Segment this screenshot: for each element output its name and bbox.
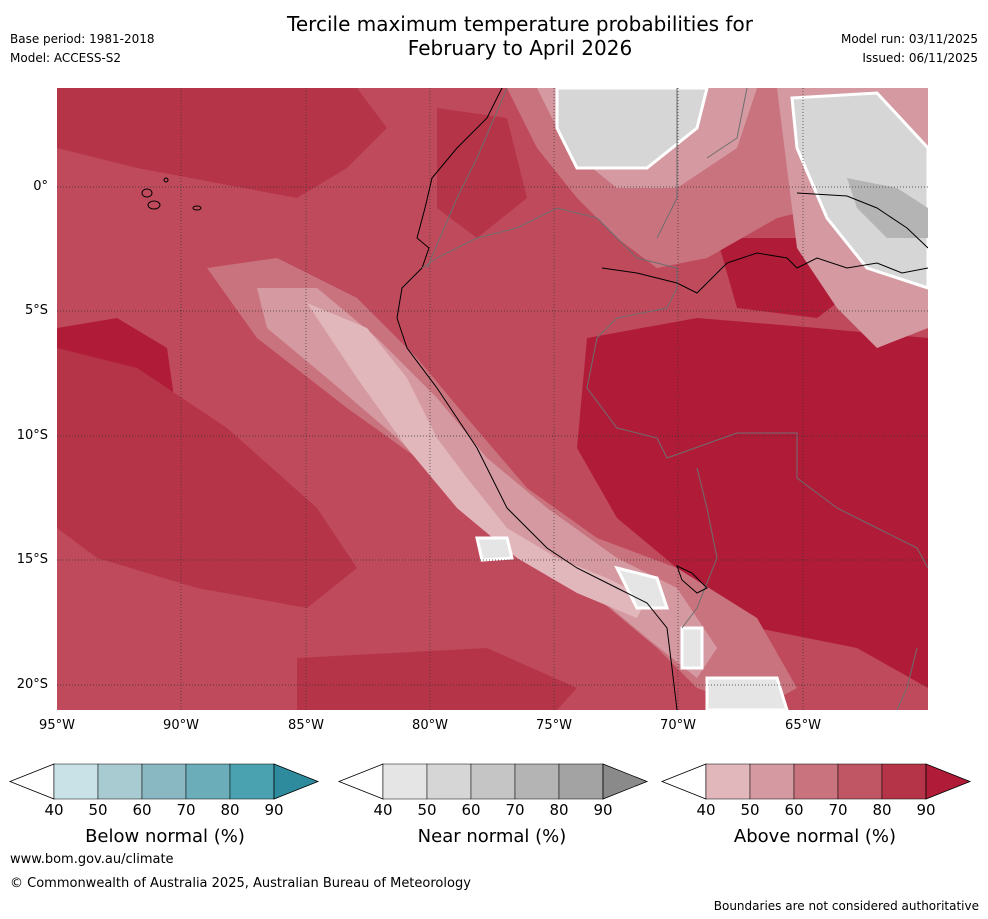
region-near-50-north bbox=[555, 88, 709, 170]
region-above-80-south bbox=[297, 648, 577, 710]
near-tick-70: 70 bbox=[505, 801, 525, 819]
above-tick-60: 60 bbox=[784, 801, 804, 819]
lon-label-65w: 65°W bbox=[785, 718, 821, 733]
title-line-2: February to April 2026 bbox=[407, 36, 633, 60]
lat-label-20s: 20°S bbox=[16, 677, 48, 692]
probability-map bbox=[57, 88, 928, 710]
lon-label-75w: 75°W bbox=[536, 718, 572, 733]
near-legend-swatch-70 bbox=[514, 763, 560, 800]
below-legend-swatch-80 bbox=[229, 763, 275, 800]
above-legend-swatch-80 bbox=[881, 763, 927, 800]
coastline bbox=[396, 88, 678, 710]
title-line-1: Tercile maximum temperature probabilitie… bbox=[287, 12, 753, 36]
above-legend-under-arrow bbox=[660, 763, 707, 800]
below-tick-80: 80 bbox=[220, 801, 240, 819]
near-tick-50: 50 bbox=[417, 801, 437, 819]
above-legend-swatch-60 bbox=[793, 763, 839, 800]
disclaimer: Boundaries are not considered authoritat… bbox=[713, 899, 979, 913]
legend-colorbars bbox=[8, 763, 972, 800]
website-link[interactable]: www.bom.gov.au/climate bbox=[10, 852, 174, 867]
below-normal-label: Below normal (%) bbox=[85, 826, 245, 847]
below-legend-swatch-70 bbox=[185, 763, 231, 800]
above-tick-80: 80 bbox=[872, 801, 892, 819]
lon-label-95w: 95°W bbox=[39, 718, 75, 733]
below-tick-40: 40 bbox=[44, 801, 64, 819]
below-tick-50: 50 bbox=[88, 801, 108, 819]
region-above-80-north bbox=[57, 88, 387, 198]
base-period: Base period: 1981-2018 bbox=[10, 32, 155, 46]
near-normal-label: Near normal (%) bbox=[417, 826, 567, 847]
region-above-90-amazon bbox=[577, 318, 928, 688]
lat-label-0: 0° bbox=[33, 179, 48, 194]
copyright: © Commonwealth of Australia 2025, Austra… bbox=[10, 876, 471, 891]
above-legend-swatch-70 bbox=[837, 763, 883, 800]
amazon-river bbox=[601, 252, 928, 294]
galapagos-islands bbox=[141, 177, 202, 211]
region-above-80-northcentral bbox=[437, 108, 527, 238]
above-tick-90: 90 bbox=[916, 801, 936, 819]
region-near-40-south bbox=[705, 676, 789, 710]
above-tick-40: 40 bbox=[696, 801, 716, 819]
below-tick-70: 70 bbox=[176, 801, 196, 819]
below-legend-swatch-40 bbox=[53, 763, 99, 800]
above-tick-70: 70 bbox=[828, 801, 848, 819]
near-legend-swatch-40 bbox=[382, 763, 428, 800]
near-legend-swatch-60 bbox=[470, 763, 516, 800]
above-legend-swatch-40 bbox=[705, 763, 751, 800]
near-legend-swatch-80 bbox=[558, 763, 604, 800]
below-legend-swatch-60 bbox=[141, 763, 187, 800]
lake-titicaca bbox=[676, 565, 708, 594]
above-legend-swatch-50 bbox=[749, 763, 795, 800]
lon-label-85w: 85°W bbox=[288, 718, 324, 733]
near-tick-80: 80 bbox=[549, 801, 569, 819]
lon-label-70w: 70°W bbox=[660, 718, 696, 733]
region-near-40-peru bbox=[475, 536, 514, 562]
model-name: Model: ACCESS-S2 bbox=[10, 51, 122, 65]
near-legend-over-arrow bbox=[602, 763, 649, 800]
below-legend-under-arrow bbox=[8, 763, 55, 800]
region-above-80-southwest bbox=[57, 348, 357, 608]
above-tick-50: 50 bbox=[740, 801, 760, 819]
below-tick-90: 90 bbox=[264, 801, 284, 819]
lat-label-5s: 5°S bbox=[24, 303, 48, 318]
lat-label-10s: 10°S bbox=[16, 428, 48, 443]
gridlines bbox=[57, 88, 928, 710]
near-tick-40: 40 bbox=[373, 801, 393, 819]
above-legend-over-arrow bbox=[925, 763, 972, 800]
near-tick-90: 90 bbox=[593, 801, 613, 819]
lon-label-90w: 90°W bbox=[163, 718, 199, 733]
above-normal-label: Above normal (%) bbox=[733, 826, 897, 847]
country-borders bbox=[421, 88, 928, 710]
near-tick-60: 60 bbox=[461, 801, 481, 819]
map-title: Tercile maximum temperature probabilitie… bbox=[200, 12, 840, 60]
region-near-40-chile bbox=[680, 626, 704, 670]
region-above-40-coast bbox=[307, 303, 647, 618]
below-legend-swatch-50 bbox=[97, 763, 143, 800]
river-north bbox=[796, 192, 928, 249]
region-near-70-northeast bbox=[847, 178, 928, 238]
lon-label-80w: 80°W bbox=[412, 718, 448, 733]
near-legend-under-arrow bbox=[337, 763, 384, 800]
lat-label-15s: 15°S bbox=[16, 552, 48, 567]
below-tick-60: 60 bbox=[132, 801, 152, 819]
issued-date: Issued: 06/11/2025 bbox=[862, 51, 978, 65]
model-run: Model run: 03/11/2025 bbox=[840, 32, 978, 46]
below-legend-over-arrow bbox=[273, 763, 320, 800]
near-legend-swatch-50 bbox=[426, 763, 472, 800]
